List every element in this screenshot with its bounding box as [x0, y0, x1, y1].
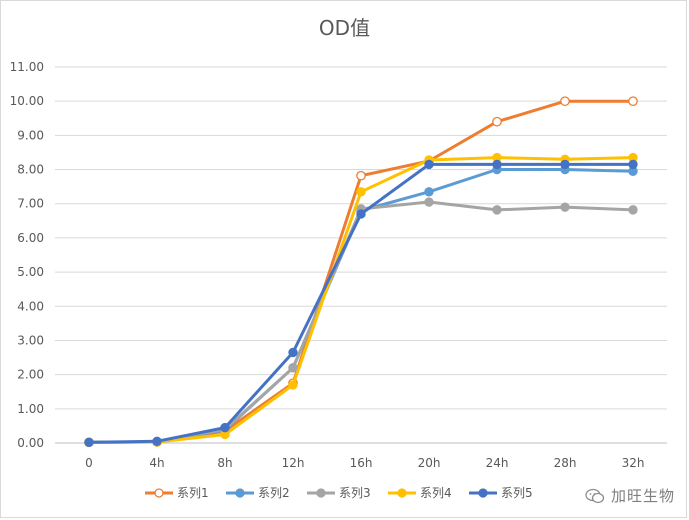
- data-point: [356, 170, 366, 181]
- data-point: [84, 437, 94, 448]
- x-tick-label: 4h: [149, 456, 164, 470]
- legend-label: 系列5: [501, 486, 533, 500]
- y-tick-label: 2.00: [17, 368, 44, 382]
- data-point: [288, 380, 298, 390]
- x-tick-label: 32h: [622, 456, 645, 470]
- y-tick-label: 11.00: [10, 60, 44, 74]
- legend-marker: [397, 488, 407, 498]
- series-4: [84, 152, 638, 448]
- data-point: [492, 205, 502, 215]
- y-tick-label: 4.00: [17, 299, 44, 313]
- watermark-text: 加旺生物: [610, 487, 675, 505]
- data-point: [424, 187, 434, 197]
- x-tick-label: 20h: [418, 456, 441, 470]
- legend-marker: [235, 488, 245, 498]
- y-tick-label: 6.00: [17, 231, 44, 245]
- legend-item-1: 系列1: [145, 486, 209, 500]
- y-tick-label: 8.00: [17, 163, 44, 177]
- legend-item-2: 系列2: [226, 486, 290, 500]
- legend-marker: [154, 488, 164, 498]
- data-point: [628, 96, 638, 107]
- x-tick-label: 8h: [217, 456, 232, 470]
- y-tick-label: 10.00: [10, 94, 44, 108]
- series-5: [84, 159, 638, 448]
- legend-marker: [316, 488, 326, 498]
- data-point: [492, 116, 502, 127]
- data-point: [560, 159, 570, 170]
- data-point: [288, 347, 298, 358]
- data-point: [492, 159, 502, 170]
- legend-label: 系列1: [177, 486, 209, 500]
- data-point: [356, 187, 366, 197]
- data-point: [152, 436, 162, 446]
- legend-label: 系列2: [258, 486, 290, 500]
- data-point: [424, 197, 434, 207]
- y-tick-label: 0.00: [17, 436, 44, 450]
- legend-marker: [478, 488, 488, 498]
- y-tick-label: 1.00: [17, 402, 44, 416]
- data-point: [628, 205, 638, 215]
- x-tick-label: 24h: [486, 456, 509, 470]
- legend-label: 系列4: [420, 486, 452, 500]
- data-point: [560, 202, 570, 212]
- x-tick-label: 28h: [554, 456, 577, 470]
- data-point: [220, 422, 230, 433]
- legend-label: 系列3: [339, 486, 371, 500]
- data-point: [288, 363, 298, 373]
- data-point: [356, 209, 366, 219]
- chart-title: OD值: [318, 16, 371, 40]
- series-line: [88, 156, 634, 444]
- data-point: [560, 96, 570, 107]
- legend-item-5: 系列5: [469, 486, 533, 500]
- y-tick-label: 9.00: [17, 128, 44, 142]
- watermark: 加旺生物: [585, 485, 675, 506]
- y-tick-label: 3.00: [17, 333, 44, 347]
- legend-item-4: 系列4: [388, 486, 452, 500]
- data-point: [424, 159, 434, 170]
- data-point: [628, 159, 638, 170]
- x-tick-label: 16h: [350, 456, 373, 470]
- legend-item-3: 系列3: [307, 486, 371, 500]
- y-tick-label: 5.00: [17, 265, 44, 279]
- wechat-icon: [585, 488, 605, 504]
- x-tick-label: 12h: [282, 456, 305, 470]
- x-tick-label: 0: [85, 456, 93, 470]
- y-tick-label: 7.00: [17, 197, 44, 211]
